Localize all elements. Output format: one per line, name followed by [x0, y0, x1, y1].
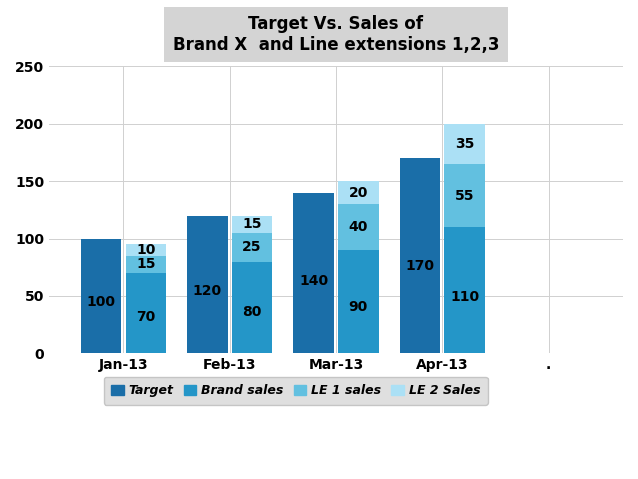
- Text: 100: 100: [87, 295, 115, 309]
- Bar: [232, 262, 272, 354]
- Bar: [400, 158, 440, 354]
- Text: 20: 20: [348, 186, 368, 200]
- Title: Target Vs. Sales of
Brand X  and Line extensions 1,2,3: Target Vs. Sales of Brand X and Line ext…: [173, 15, 500, 54]
- Text: 35: 35: [455, 137, 474, 151]
- Bar: [126, 273, 166, 354]
- Text: 110: 110: [450, 290, 479, 304]
- Bar: [126, 244, 166, 256]
- Text: 140: 140: [299, 274, 328, 288]
- Text: 15: 15: [136, 257, 156, 272]
- Text: 70: 70: [136, 310, 155, 324]
- Text: 55: 55: [455, 189, 475, 203]
- Bar: [338, 204, 378, 250]
- Bar: [126, 256, 166, 273]
- Text: 80: 80: [242, 305, 262, 319]
- Bar: [81, 239, 121, 354]
- Text: 120: 120: [193, 285, 222, 298]
- Text: 40: 40: [348, 220, 368, 234]
- Text: 170: 170: [406, 259, 434, 273]
- Text: 90: 90: [349, 300, 368, 314]
- Bar: [232, 216, 272, 233]
- Legend: Target, Brand sales, LE 1 sales, LE 2 Sales: Target, Brand sales, LE 1 sales, LE 2 Sa…: [104, 376, 488, 404]
- Bar: [232, 233, 272, 262]
- Bar: [445, 227, 485, 354]
- Bar: [445, 124, 485, 164]
- Bar: [293, 193, 334, 354]
- Text: 10: 10: [136, 243, 156, 257]
- Bar: [445, 164, 485, 227]
- Text: 15: 15: [242, 217, 262, 231]
- Text: 25: 25: [242, 240, 262, 254]
- Bar: [338, 181, 378, 204]
- Bar: [338, 250, 378, 354]
- Bar: [187, 216, 228, 354]
